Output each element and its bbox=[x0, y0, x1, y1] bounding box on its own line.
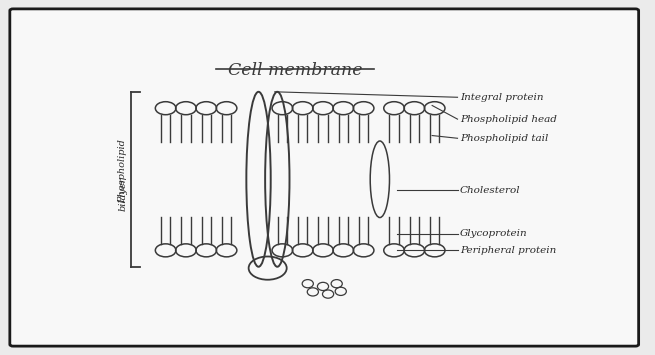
Text: Cholesterol: Cholesterol bbox=[460, 186, 521, 195]
Text: Cell membrane: Cell membrane bbox=[228, 62, 362, 79]
Text: Phospholipid: Phospholipid bbox=[119, 139, 128, 203]
Text: Phospholipid tail: Phospholipid tail bbox=[460, 134, 548, 143]
Text: bilayer: bilayer bbox=[119, 177, 128, 212]
Text: Integral protein: Integral protein bbox=[460, 93, 544, 102]
Text: Phospholipid head: Phospholipid head bbox=[460, 115, 557, 124]
Text: Glycoprotein: Glycoprotein bbox=[460, 229, 528, 239]
Text: Peripheral protein: Peripheral protein bbox=[460, 246, 556, 255]
